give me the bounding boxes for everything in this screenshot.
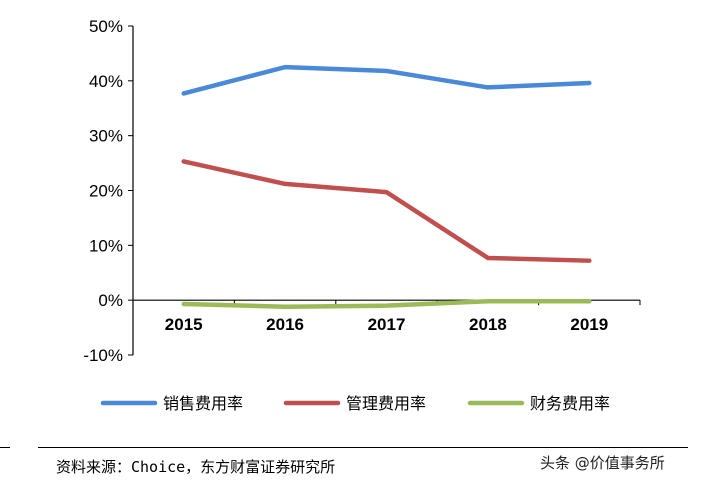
x-tick-label: 2017: [368, 315, 406, 334]
y-tick-label: 50%: [89, 17, 123, 36]
footer-divider: [38, 447, 688, 448]
y-axis-ticks: 50% 40% 30% 20% 10% 0% -10%: [83, 17, 133, 365]
line-chart: 50% 40% 30% 20% 10% 0% -10% 2015 2016 2017 2018 20…: [83, 17, 641, 413]
y-tick-label: -10%: [83, 346, 123, 365]
x-tick-label: 2016: [266, 315, 304, 334]
y-tick-label: 0%: [98, 291, 123, 310]
legend-label: 管理费用率: [346, 394, 426, 413]
watermark: 头条 @价值事务所: [540, 454, 665, 472]
series-line-2: [181, 159, 592, 263]
x-tick-label: 2015: [165, 315, 203, 334]
y-tick-label: 40%: [89, 72, 123, 91]
legend-label: 销售费用率: [163, 394, 243, 413]
x-tick-label: 2019: [570, 315, 608, 334]
source-note: 资料来源：Choice，东方财富证券研究所: [56, 458, 336, 476]
legend-label: 财务费用率: [530, 394, 610, 413]
x-tick-label: 2018: [469, 315, 507, 334]
legend: 销售费用率 管理费用率 财务费用率: [100, 394, 610, 413]
series-line-1: [181, 64, 592, 96]
left-divider: [0, 447, 10, 448]
y-tick-label: 20%: [89, 182, 123, 201]
y-tick-label: 10%: [89, 236, 123, 255]
y-tick-label: 30%: [89, 127, 123, 146]
series-lines: [181, 64, 592, 309]
series-line-3: [181, 299, 592, 309]
